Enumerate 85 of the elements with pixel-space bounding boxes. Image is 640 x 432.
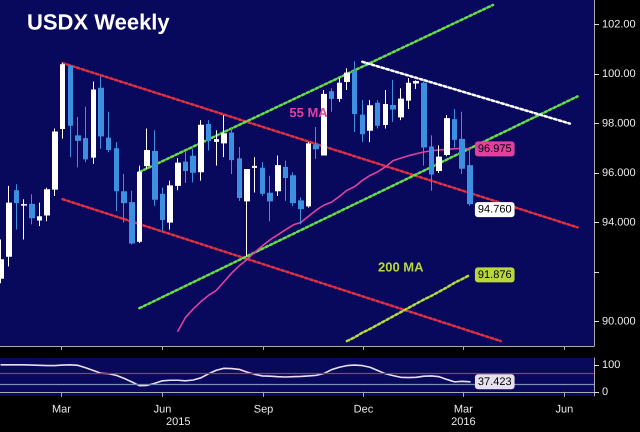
- candlestick: [290, 172, 296, 206]
- candlestick: [360, 100, 365, 143]
- candlestick: [429, 134, 434, 192]
- candlestick: [260, 162, 265, 196]
- y-tick-label: 94.000: [602, 216, 636, 228]
- candlestick: [106, 111, 111, 153]
- candlestick: [29, 194, 35, 225]
- data-label: 91.876: [478, 268, 512, 281]
- data-label: 96.975: [478, 142, 512, 155]
- x-tick-label: Mar: [52, 404, 72, 416]
- candlestick: [306, 142, 311, 208]
- candlestick: [183, 150, 188, 184]
- candlestick: [68, 64, 73, 158]
- candlestick: [83, 106, 88, 163]
- candlestick: [214, 130, 219, 166]
- candlestick: [337, 78, 342, 102]
- candlestick: [37, 202, 42, 227]
- candlestick: [375, 100, 380, 130]
- candlestick: [267, 175, 273, 222]
- candlestick: [198, 120, 204, 182]
- candlestick: [244, 168, 250, 257]
- line-series: [177, 147, 471, 332]
- y-tick-label: 98.000: [602, 118, 636, 130]
- candlestick: [452, 108, 457, 148]
- candlestick: [75, 116, 81, 168]
- y-tick-label: 102.00: [602, 18, 636, 31]
- candlestick: [413, 80, 419, 90]
- candlestick: [144, 128, 150, 170]
- candlestick: [137, 165, 142, 244]
- candlestick: [21, 198, 27, 240]
- candlestick: [313, 126, 319, 160]
- x-tick-label: Jun: [154, 404, 172, 416]
- text: 94.760: [478, 204, 512, 216]
- series-label: 200 MA: [378, 260, 424, 275]
- candlestick: [121, 173, 127, 224]
- candlestick: [283, 160, 288, 202]
- x-tick-label: Mar: [454, 404, 474, 416]
- y-tick-label: 100.00: [602, 68, 636, 80]
- candlestick: [344, 68, 350, 90]
- candlestick: [444, 114, 450, 157]
- line-series: [0, 364, 471, 386]
- x-tick-label: Sep: [254, 404, 274, 416]
- candlestick: [237, 146, 242, 202]
- candlestick: [160, 187, 165, 232]
- y-tick-label: 0: [602, 386, 608, 398]
- candlestick: [14, 184, 19, 230]
- candlestick: [152, 130, 158, 206]
- candlestick: [52, 128, 58, 196]
- candlestick: [129, 190, 135, 246]
- candlestick: [421, 81, 427, 166]
- candlestick: [98, 76, 104, 150]
- candlestick: [175, 158, 181, 191]
- candlestick: [436, 144, 442, 174]
- candlestick: [190, 148, 196, 183]
- candlestick: [467, 148, 473, 206]
- data-label: 37.423: [478, 376, 512, 388]
- candlestick: [367, 100, 373, 143]
- text: 2016: [451, 416, 476, 428]
- candlestick: [275, 154, 281, 196]
- candlestick: [383, 89, 388, 130]
- candlestick: [406, 78, 411, 110]
- candlestick: [298, 196, 304, 225]
- candlestick: [60, 62, 65, 140]
- candlestick: [91, 81, 96, 164]
- x-tick-label: Jun: [555, 404, 574, 416]
- candlestick: [459, 111, 465, 174]
- candlestick: [44, 187, 50, 222]
- line-series: [346, 274, 472, 342]
- candlestick: [167, 180, 173, 230]
- candlestick: [252, 156, 257, 194]
- y-tick-label: 100: [602, 358, 620, 371]
- candlestick: [114, 142, 119, 212]
- candlestick: [352, 60, 357, 132]
- candlestick: [229, 126, 234, 174]
- text: 2015: [166, 416, 190, 428]
- x-tick-label: Dec: [354, 404, 374, 416]
- candlestick: [221, 114, 227, 158]
- candlestick: [6, 185, 12, 267]
- y-tick-label: 90.000: [602, 315, 636, 328]
- y-tick-label: 96.000: [602, 167, 636, 179]
- candlestick: [206, 120, 211, 152]
- chart-title: USDX Weekly: [27, 10, 170, 34]
- candlestick: [398, 88, 404, 121]
- candlestick: [329, 88, 334, 112]
- candlestick: [390, 79, 396, 122]
